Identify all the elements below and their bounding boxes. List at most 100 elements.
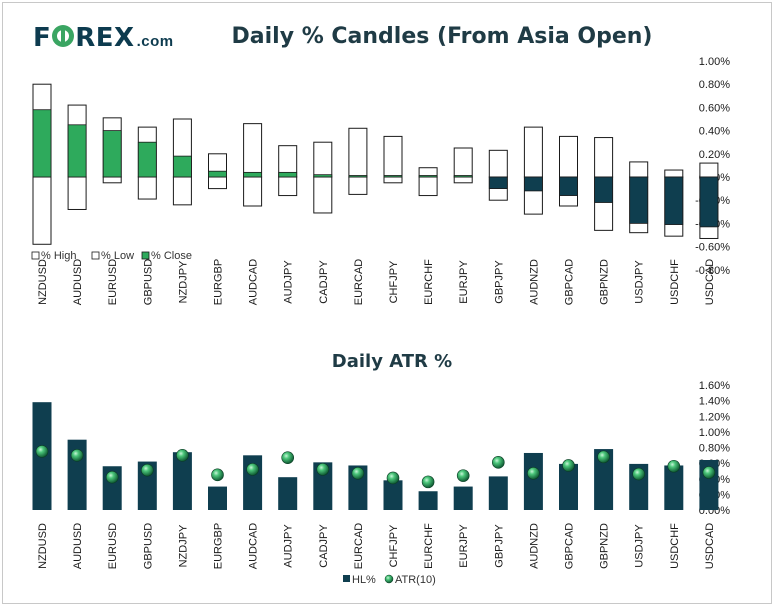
atr-x-tick: NZDJPY xyxy=(177,524,189,567)
legend-label: % High xyxy=(41,250,76,262)
hl-bar xyxy=(559,463,578,510)
atr-x-tick: AUDNZD xyxy=(528,523,540,569)
atr-x-tick: AUDJPY xyxy=(283,524,295,568)
atr-x-tick: EURCAD xyxy=(353,523,365,570)
candles-x-tick: EURJPY xyxy=(458,260,470,304)
candle-low-bar xyxy=(137,176,157,200)
candle-low-bar xyxy=(67,176,87,210)
candle-high-bar xyxy=(243,123,263,178)
candle-high-bar xyxy=(629,161,649,178)
candle-high-bar xyxy=(453,147,473,178)
hl-bar xyxy=(523,452,543,510)
atr-x-tick: EURUSD xyxy=(107,523,119,570)
candles-plot xyxy=(32,83,719,245)
legend-swatch xyxy=(343,575,350,582)
candle-close-bar xyxy=(32,109,52,178)
candle-close-bar xyxy=(629,176,649,224)
candles-x-tick: CADJPY xyxy=(318,260,330,304)
candle-low-bar xyxy=(102,176,122,184)
candle-low-bar xyxy=(243,176,263,207)
atr-marker xyxy=(351,466,365,480)
atr-marker xyxy=(281,451,295,464)
atr-marker xyxy=(176,449,189,462)
legend-label: ATR(10) xyxy=(395,574,436,586)
atr-x-tick: AUDCAD xyxy=(248,523,260,570)
atr-x-tick: CADJPY xyxy=(318,524,330,568)
candle-low-bar xyxy=(208,176,227,190)
hl-bar xyxy=(383,480,403,510)
atr-x-tick: USDJPY xyxy=(634,524,646,568)
hl-bar xyxy=(453,486,473,510)
atr-marker xyxy=(667,459,681,473)
atr-x-tick: EURCHF xyxy=(423,523,435,569)
candle-close-bar xyxy=(594,176,613,203)
candle-close-bar xyxy=(313,174,333,178)
candles-y-tick: 0.60% xyxy=(699,102,730,114)
legend-swatch xyxy=(384,574,394,584)
atr-y-tick: 1.00% xyxy=(699,427,730,439)
hl-bar xyxy=(664,465,684,510)
candles-x-tick: USDCHF xyxy=(669,259,681,305)
candles-y-tick: 0.40% xyxy=(699,126,730,138)
atr-x-tick: USDCHF xyxy=(669,523,681,569)
legend-label: % Close xyxy=(151,250,192,262)
candle-close-bar xyxy=(243,171,263,178)
candle-high-bar xyxy=(559,135,578,178)
legend-label: % Low xyxy=(101,250,134,262)
atr-x-tick: GBPUSD xyxy=(142,523,154,570)
candles-x-tick: NZDJPY xyxy=(177,260,189,303)
atr-x-tick: GBPCAD xyxy=(564,523,576,570)
candles-y-tick: -0.60% xyxy=(695,242,730,254)
candle-close-bar xyxy=(208,170,227,178)
candle-close-bar xyxy=(699,176,719,228)
legend-swatch xyxy=(31,251,40,260)
candle-close-bar xyxy=(664,176,684,225)
atr-y-tick: 1.40% xyxy=(699,396,730,408)
atr-legend: HL% ATR(10) xyxy=(343,574,436,586)
atr-marker xyxy=(35,445,49,458)
atr-marker xyxy=(527,466,540,480)
candle-close-bar xyxy=(137,141,157,178)
atr-marker xyxy=(491,456,505,469)
hl-bar xyxy=(278,477,298,510)
candle-close-bar xyxy=(278,171,298,178)
atr-marker xyxy=(211,468,224,482)
candle-high-bar xyxy=(383,135,403,178)
candles-chart-title: Daily % Candles (From Asia Open) xyxy=(232,24,653,49)
candle-close-bar xyxy=(348,175,368,178)
candles-x-tick: AUDUSD xyxy=(72,259,84,306)
atr-chart-title: Daily ATR % xyxy=(332,351,452,372)
candle-high-bar xyxy=(664,169,684,178)
candle-high-bar xyxy=(488,149,508,178)
atr-marker xyxy=(632,467,646,481)
atr-marker xyxy=(597,450,610,464)
candle-high-bar xyxy=(348,127,368,178)
atr-x-tick: CHFJPY xyxy=(388,524,400,567)
candle-close-bar xyxy=(559,176,578,196)
hl-bar xyxy=(313,462,333,510)
candle-low-bar xyxy=(348,176,368,195)
atr-marker xyxy=(246,463,259,476)
candles-x-axis: NZDUSD AUDUSD EURUSD GBPUSD NZDJPY EURGBP AUDC… xyxy=(37,259,716,306)
candles-x-tick: NZDUSD xyxy=(37,259,49,305)
atr-marker xyxy=(316,463,330,476)
candles-y-tick: 0.80% xyxy=(699,79,730,91)
candle-low-bar xyxy=(383,176,403,184)
candles-x-tick: AUDJPY xyxy=(283,260,295,304)
atr-y-tick: 1.60% xyxy=(699,380,730,392)
atr-x-tick: EURGBP xyxy=(213,523,225,569)
candle-high-bar xyxy=(523,126,543,178)
candles-x-tick: USDJPY xyxy=(634,260,646,304)
atr-y-tick: 1.20% xyxy=(699,411,730,423)
candle-close-bar xyxy=(67,124,87,178)
hl-bar xyxy=(418,491,438,510)
forex-logo: F REX .com xyxy=(33,23,174,53)
candle-low-bar xyxy=(172,176,192,206)
candle-close-bar xyxy=(524,176,543,192)
atr-plot xyxy=(32,402,719,510)
candle-close-bar xyxy=(453,175,473,178)
atr-x-tick: USDCAD xyxy=(704,523,716,570)
candles-x-tick: GBPUSD xyxy=(142,259,154,306)
candles-x-tick: EURCHF xyxy=(423,259,435,305)
